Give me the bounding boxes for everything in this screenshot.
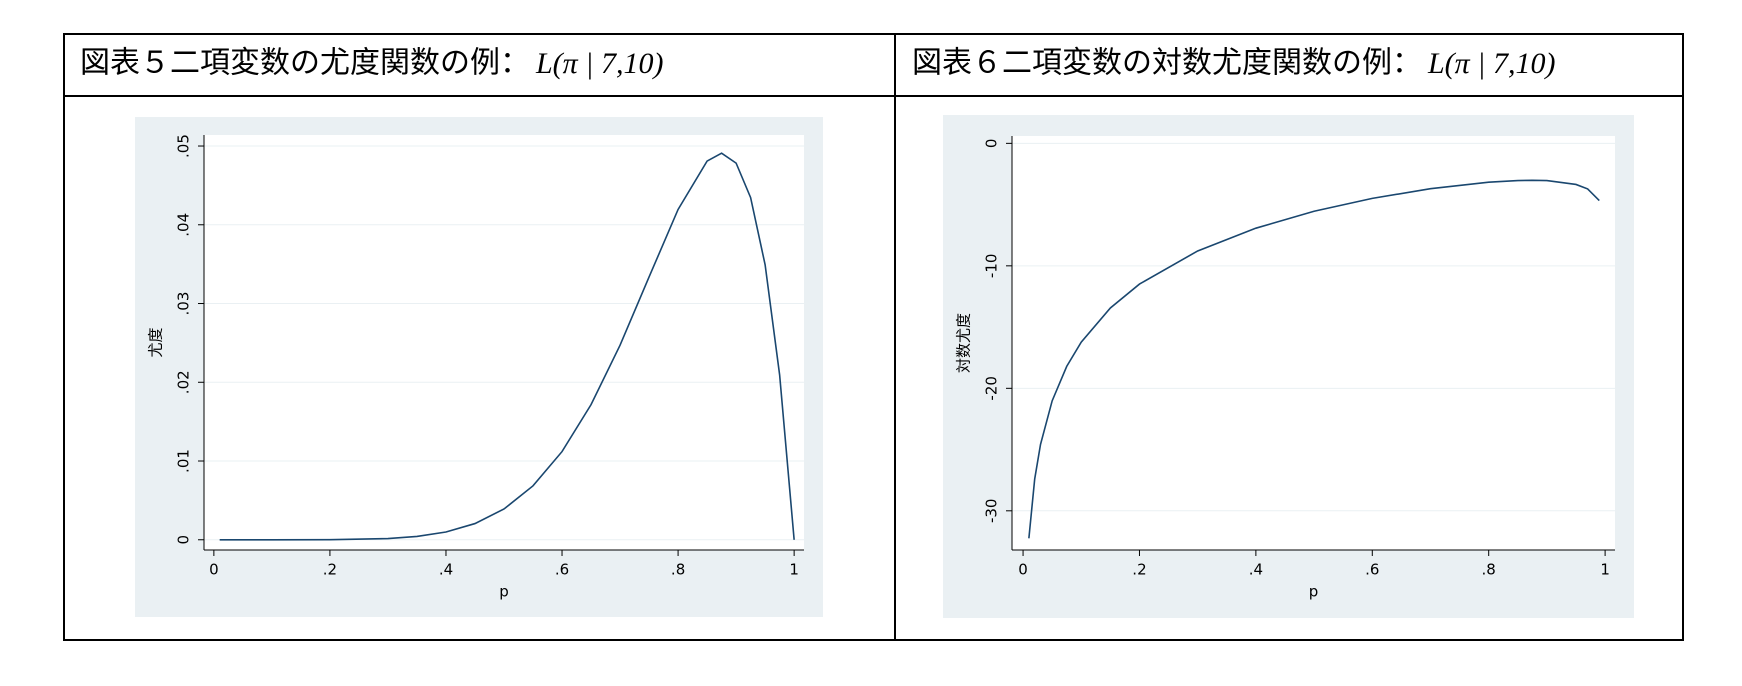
data-line [219, 152, 795, 541]
y-tick-label: 0 [983, 139, 1001, 149]
y-axis-label: 対数尤度 [955, 313, 973, 373]
x-tick-label: .8 [1482, 561, 1496, 579]
x-axis-label: p [499, 583, 509, 601]
x-tick-label: .2 [1132, 561, 1146, 579]
x-tick-label: .2 [323, 561, 337, 579]
x-tick-label: 1 [1600, 561, 1610, 579]
y-tick-label: .01 [175, 449, 193, 473]
y-tick-label: -20 [983, 376, 1001, 401]
plot-area [1012, 136, 1615, 550]
y-tick-label: .05 [175, 134, 193, 158]
data-line [1028, 179, 1600, 539]
x-tick-label: .4 [1249, 561, 1263, 579]
chart-title: 図表５二項変数の尤度関数の例： [80, 46, 530, 81]
plot-area [204, 135, 804, 550]
formula: L(π | 7,10) [1427, 47, 1555, 80]
chart-title: 図表６二項変数の対数尤度関数の例： [912, 46, 1422, 81]
y-tick-label: .04 [175, 213, 193, 237]
y-tick-label: 0 [175, 535, 193, 545]
x-tick-label: .8 [671, 561, 685, 579]
y-tick-label: -30 [983, 499, 1001, 524]
y-tick-label: .02 [175, 370, 193, 394]
x-tick-label: 0 [209, 561, 219, 579]
x-tick-label: 1 [789, 561, 799, 579]
x-tick-label: .6 [555, 561, 569, 579]
x-axis-label: p [1309, 583, 1319, 601]
y-tick-label: .03 [175, 292, 193, 316]
x-tick-label: 0 [1018, 561, 1028, 579]
y-axis-label: 尤度 [147, 327, 165, 357]
x-tick-label: .4 [439, 561, 453, 579]
y-tick-label: -10 [983, 254, 1001, 279]
table-border [63, 33, 1684, 641]
x-tick-label: .6 [1365, 561, 1379, 579]
formula: L(π | 7,10) [535, 47, 663, 80]
